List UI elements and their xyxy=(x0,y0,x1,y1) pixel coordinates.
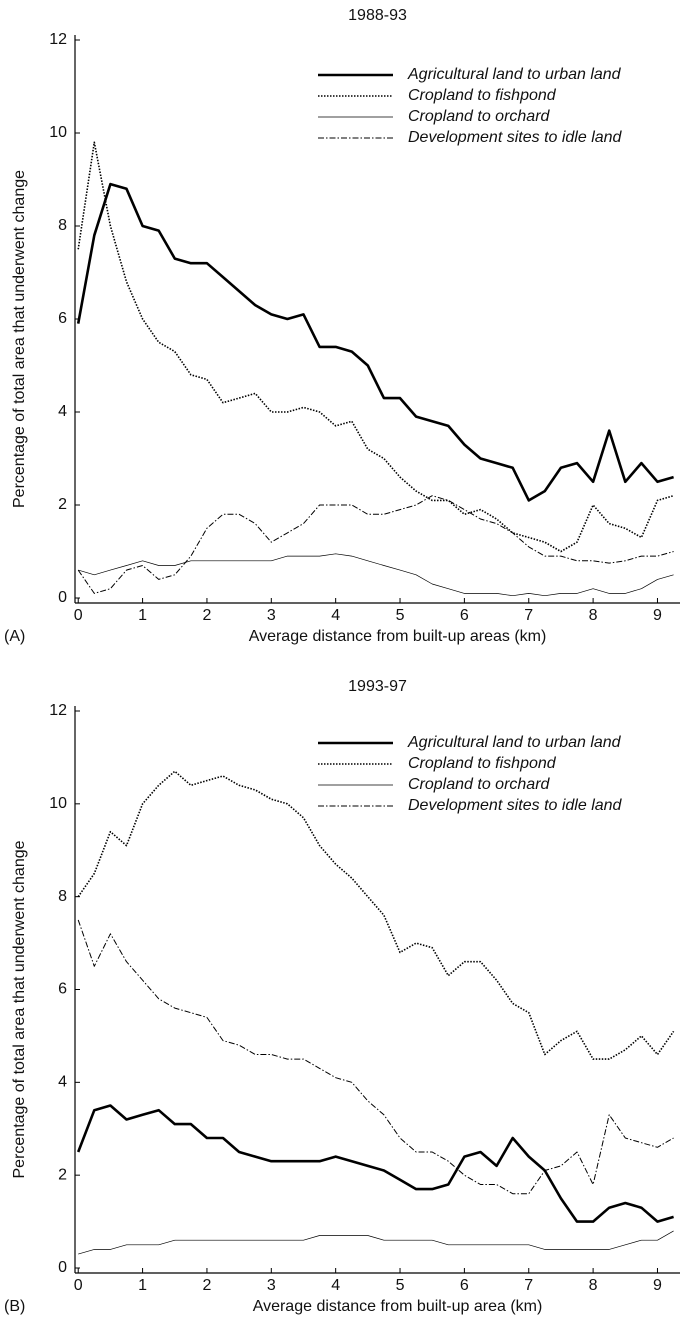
legend-label: Cropland to orchard xyxy=(408,108,551,125)
x-tick-label: 2 xyxy=(202,1277,211,1294)
series-line xyxy=(76,1104,674,1223)
x-axis-title: Average distance from built-up area (km) xyxy=(253,1298,543,1315)
legend-label: Agricultural land to urban land xyxy=(407,734,622,751)
y-tick-label: 0 xyxy=(58,589,67,606)
y-tick-label: 4 xyxy=(58,1074,67,1091)
y-tick-label: 12 xyxy=(49,31,67,48)
y-tick-label: 8 xyxy=(58,217,67,234)
series-line xyxy=(77,770,675,1060)
series-line xyxy=(78,553,674,597)
x-tick-label: 1 xyxy=(138,607,147,624)
x-tick-label: 8 xyxy=(589,1277,598,1294)
x-tick-label: 4 xyxy=(331,607,340,624)
y-axis-title: Percentage of total area that underwent … xyxy=(11,170,28,508)
legend-label: Cropland to fishpond xyxy=(408,755,557,772)
x-tick-label: 7 xyxy=(524,1277,533,1294)
panel-label: (B) xyxy=(4,1298,25,1315)
x-tick-label: 2 xyxy=(202,607,211,624)
x-tick-label: 9 xyxy=(653,607,662,624)
chart-title: 1993-97 xyxy=(348,678,407,695)
y-tick-label: 8 xyxy=(58,888,67,905)
y-tick-label: 10 xyxy=(49,795,67,812)
x-tick-label: 8 xyxy=(589,607,598,624)
y-tick-label: 6 xyxy=(58,981,67,998)
x-axis-title: Average distance from built-up areas (km… xyxy=(249,628,547,645)
x-tick-label: 0 xyxy=(74,1277,83,1294)
legend-label: Development sites to idle land xyxy=(408,129,623,146)
legend-label: Agricultural land to urban land xyxy=(407,66,622,83)
x-tick-label: 6 xyxy=(460,607,469,624)
x-tick-label: 5 xyxy=(396,1277,405,1294)
x-tick-label: 1 xyxy=(138,1277,147,1294)
series-line xyxy=(77,919,674,1195)
legend-label: Cropland to orchard xyxy=(408,776,551,793)
series-line xyxy=(77,495,674,594)
y-tick-label: 10 xyxy=(49,124,67,141)
series-line xyxy=(78,1230,674,1255)
x-tick-label: 6 xyxy=(460,1277,469,1294)
series-line xyxy=(77,141,674,553)
y-tick-label: 2 xyxy=(58,496,67,513)
y-tick-label: 12 xyxy=(49,702,67,719)
y-tick-label: 6 xyxy=(58,310,67,327)
chart-title: 1988-93 xyxy=(348,7,407,24)
legend-label: Cropland to fishpond xyxy=(408,87,557,104)
x-tick-label: 5 xyxy=(396,607,405,624)
x-tick-label: 7 xyxy=(524,607,533,624)
x-tick-label: 3 xyxy=(267,607,276,624)
x-tick-label: 0 xyxy=(74,607,83,624)
x-tick-label: 4 xyxy=(331,1277,340,1294)
y-axis-title: Percentage of total area that underwent … xyxy=(11,840,28,1178)
y-tick-label: 2 xyxy=(58,1166,67,1183)
panel-label: (A) xyxy=(4,628,25,645)
x-tick-label: 9 xyxy=(653,1277,662,1294)
x-tick-label: 3 xyxy=(267,1277,276,1294)
legend-label: Development sites to idle land xyxy=(408,797,623,814)
y-tick-label: 4 xyxy=(58,403,67,420)
series-line xyxy=(76,182,674,502)
y-tick-label: 0 xyxy=(58,1259,67,1276)
